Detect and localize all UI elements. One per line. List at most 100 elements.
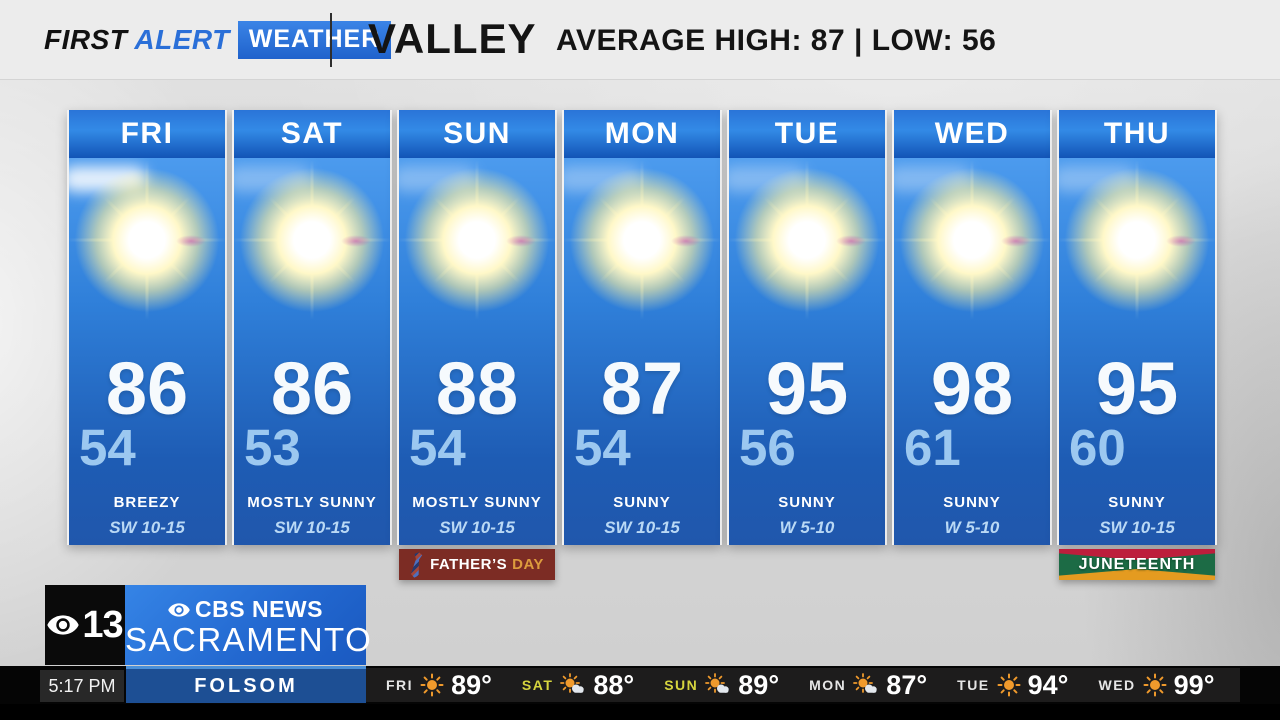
holiday-badge-label: FATHER’S	[430, 556, 508, 573]
sun-icon	[564, 160, 720, 320]
forecast-day-card: TUE 95 56 SUNNY W 5-10	[727, 110, 887, 545]
forecast-sky: 88 54 MOSTLY SUNNY SW 10-15	[399, 158, 555, 545]
wind-label: W 5-10	[779, 518, 835, 537]
ticker-day: TUE	[957, 677, 990, 693]
ticker-item: MON 87°	[809, 670, 927, 701]
condition-label: SUNNY	[943, 494, 1001, 511]
lower-third-bar: 5:17 PM FOLSOM FRI 89° SAT 88° SUN 89° M…	[0, 666, 1280, 704]
forecast-panel: SAT 86 53 MOSTLY SUNNY SW 10-15	[232, 110, 392, 545]
ticker-weather-icon	[420, 673, 444, 697]
day-name: WED	[934, 117, 1010, 150]
forecast-day-card: SAT 86 53 MOSTLY SUNNY SW 10-15	[232, 110, 392, 545]
ticker-weather-icon	[1143, 673, 1167, 697]
ticker-temp: 88°	[593, 669, 635, 700]
high-temp: 86	[270, 347, 354, 430]
ticker-day: SUN	[664, 677, 699, 693]
low-temp: 54	[79, 419, 136, 476]
ticker-temp: 89°	[451, 669, 492, 700]
lens-flare	[176, 235, 206, 247]
condition-label: SUNNY	[613, 494, 671, 511]
sun-icon	[234, 160, 390, 320]
condition-label: MOSTLY SUNNY	[247, 494, 377, 511]
cbs13-logo: 13	[45, 585, 125, 665]
day-name-header: WED	[894, 110, 1050, 158]
high-temp: 88	[435, 347, 519, 430]
ticker-day: WED	[1098, 677, 1136, 693]
cbs-news-sacramento-logo: CBS NEWS SACRAMENTO	[125, 585, 371, 665]
holiday-badge-accent: DAY	[512, 556, 544, 573]
header-divider	[330, 13, 332, 67]
network-name: CBS NEWS	[195, 596, 323, 622]
holiday-badge: JUNETEENTH	[1059, 549, 1215, 580]
ticker-weather-icon	[705, 673, 731, 697]
forecast-day-card: SUN 88 54 MOSTLY SUNNY SW 10-15 FATHER’S…	[397, 110, 557, 580]
wind-label: SW 10-15	[1099, 518, 1175, 537]
day-name-header: MON	[564, 110, 720, 158]
holiday-badge-label: JUNETEENTH	[1078, 555, 1196, 573]
day-name: SAT	[280, 117, 344, 150]
wind-label: SW 10-15	[439, 518, 515, 537]
condition-label: SUNNY	[778, 494, 836, 511]
temps-ticker: FRI 89° SAT 88° SUN 89° MON 87° TUE 94° …	[366, 668, 1240, 702]
channel-number: 13	[82, 603, 123, 646]
day-name-header: FRI	[69, 110, 225, 158]
day-name-header: TUE	[729, 110, 885, 158]
day-name-header: THU	[1059, 110, 1215, 158]
ticker-item: WED 99°	[1098, 670, 1214, 701]
ticker-day: SAT	[521, 677, 554, 693]
forecast-sky: 86 54 BREEZY SW 10-15	[69, 158, 225, 545]
time-display: 5:17 PM	[40, 670, 124, 702]
ticker-day: FRI	[386, 677, 414, 693]
ticker-temp: 87°	[886, 669, 928, 700]
lens-flare	[671, 235, 701, 247]
forecast-panel: THU 95 60 SUNNY SW 10-15	[1057, 110, 1217, 545]
ticker-temp: 94°	[1027, 669, 1069, 700]
high-temp: 95	[765, 347, 849, 430]
high-temp: 98	[930, 347, 1014, 430]
ticker-weather-icon	[560, 673, 586, 697]
forecast-sky: 95 60 SUNNY SW 10-15	[1059, 158, 1215, 545]
lens-flare	[341, 235, 371, 247]
brand-alert: ALERT	[134, 24, 230, 55]
day-name: THU	[1103, 117, 1171, 150]
wind-label: SW 10-15	[274, 518, 350, 537]
low-temp: 54	[574, 419, 631, 476]
holiday-badge: FATHER’S DAY	[399, 549, 555, 580]
low-temp: 60	[1069, 419, 1126, 476]
high-temp: 86	[105, 347, 189, 430]
sun-icon	[894, 160, 1050, 320]
day-name: MON	[604, 117, 680, 150]
cbs-eye-icon	[168, 602, 190, 617]
region-title: VALLEY	[368, 15, 537, 62]
forecast-day-card: MON 87 54 SUNNY SW 10-15	[562, 110, 722, 545]
lens-flare	[506, 235, 536, 247]
condition-label: SUNNY	[1108, 494, 1166, 511]
wind-label: W 5-10	[944, 518, 1000, 537]
average-high-low-text: AVERAGE HIGH: 87 | LOW: 56	[556, 24, 997, 57]
forecast-day-card: WED 98 61 SUNNY W 5-10	[892, 110, 1052, 545]
forecast-grid: FRI 86 54 BREEZY SW 10-15 SAT	[67, 110, 1219, 580]
day-name: TUE	[774, 117, 840, 150]
bottom-black-band	[0, 704, 1280, 720]
forecast-panel: TUE 95 56 SUNNY W 5-10	[727, 110, 887, 545]
ticker-day: MON	[809, 677, 847, 693]
ticker-item: TUE 94°	[957, 670, 1068, 701]
brand-weather: WEATHER	[237, 21, 392, 59]
high-temp: 95	[1095, 347, 1179, 430]
forecast-day-card: FRI 86 54 BREEZY SW 10-15	[67, 110, 227, 545]
ticker-temp: 89°	[738, 669, 780, 700]
wind-label: SW 10-15	[604, 518, 680, 537]
cbs-eye-icon	[47, 615, 80, 635]
wind-label: SW 10-15	[109, 518, 185, 537]
first-alert-weather-logo: FIRST ALERT WEATHER	[44, 21, 392, 59]
forecast-sky: 98 61 SUNNY W 5-10	[894, 158, 1050, 545]
header-bar: FIRST ALERT WEATHER VALLEY AVERAGE HIGH:…	[0, 0, 1280, 80]
forecast-day-card: THU 95 60 SUNNY SW 10-15 JUNETEENTH	[1057, 110, 1217, 580]
low-temp: 56	[739, 419, 796, 476]
sun-icon	[399, 160, 555, 320]
forecast-panel: SUN 88 54 MOSTLY SUNNY SW 10-15	[397, 110, 557, 545]
sun-icon	[729, 160, 885, 320]
condition-label: MOSTLY SUNNY	[412, 494, 542, 511]
lens-flare	[1166, 235, 1196, 247]
